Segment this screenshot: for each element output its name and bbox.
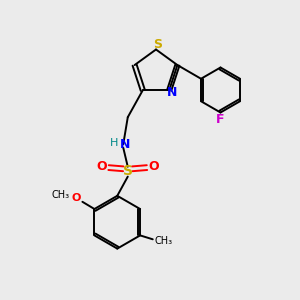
Text: CH₃: CH₃ [154,236,172,246]
Text: O: O [148,160,159,172]
Text: N: N [167,86,177,99]
Text: O: O [96,160,107,172]
Text: S: S [123,164,133,178]
Text: H: H [110,138,118,148]
Text: O: O [71,193,80,202]
Text: S: S [153,38,162,51]
Text: CH₃: CH₃ [51,190,69,200]
Text: N: N [120,138,130,151]
Text: F: F [216,112,225,126]
